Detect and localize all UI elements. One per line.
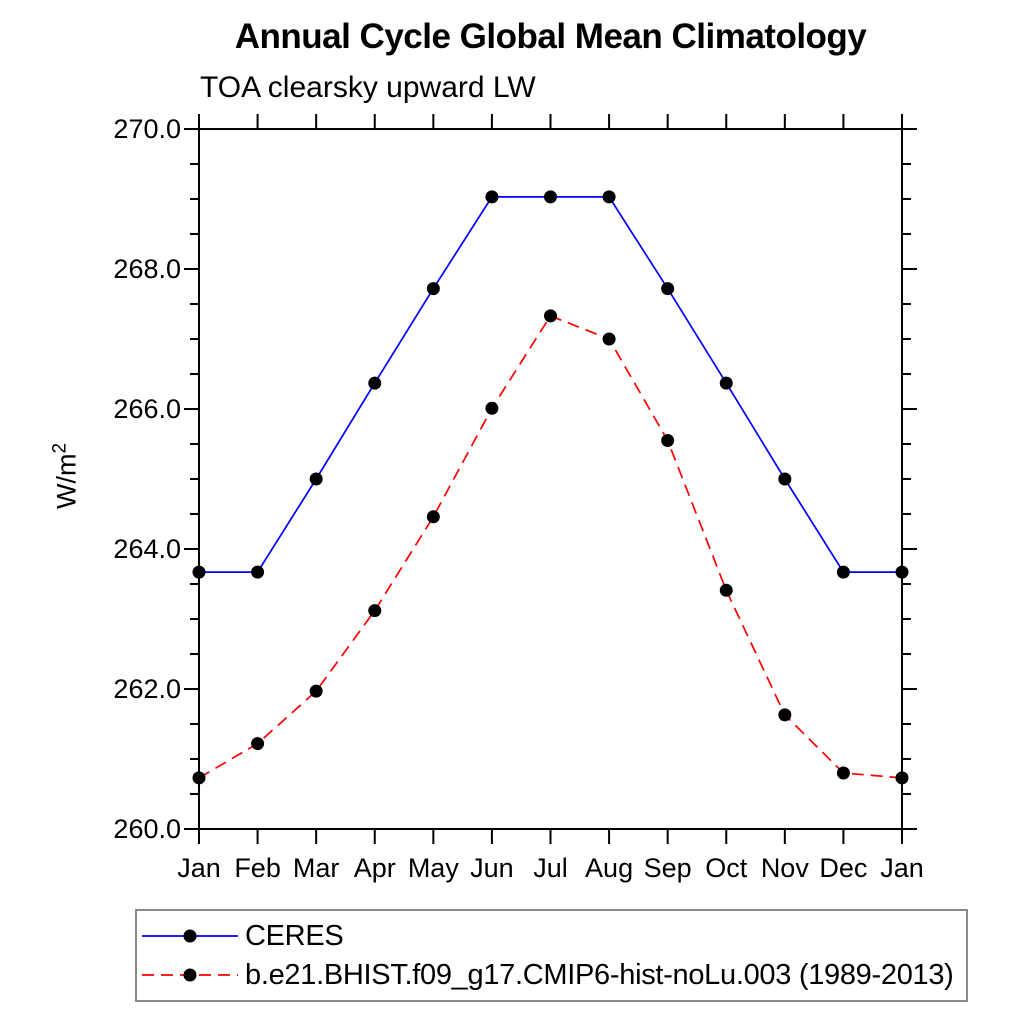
svg-text:Jan: Jan [177,853,221,883]
svg-text:May: May [408,853,460,883]
svg-text:Dec: Dec [819,853,867,883]
legend-item-ceres: CERES [140,919,966,953]
legend-box: CERES b.e21.BHIST.f09_g17.CMIP6-hist-noL… [135,909,968,1002]
svg-text:Jul: Jul [533,853,568,883]
svg-text:Jun: Jun [470,853,514,883]
svg-text:Sep: Sep [644,853,692,883]
svg-text:264.0: 264.0 [113,534,181,564]
svg-text:266.0: 266.0 [113,394,181,424]
chart-subtitle: TOA clearsky upward LW [200,71,536,104]
svg-text:270.0: 270.0 [113,114,181,144]
legend-label-model: b.e21.BHIST.f09_g17.CMIP6-hist-noLu.003 … [245,958,954,991]
svg-text:Feb: Feb [234,853,281,883]
svg-text:262.0: 262.0 [113,674,181,704]
svg-text:Nov: Nov [761,853,810,883]
svg-text:Jan: Jan [880,853,924,883]
svg-text:268.0: 268.0 [113,254,181,284]
svg-text:Oct: Oct [705,853,748,883]
legend-item-model: b.e21.BHIST.f09_g17.CMIP6-hist-noLu.003 … [140,958,966,992]
svg-text:Apr: Apr [354,853,396,883]
legend-label-ceres: CERES [245,919,344,952]
legend-line-sample-dashed-icon [142,968,238,982]
svg-text:Aug: Aug [585,853,633,883]
svg-text:Mar: Mar [293,853,340,883]
svg-text:260.0: 260.0 [113,814,181,844]
chart-title: Annual Cycle Global Mean Climatology [234,17,867,56]
legend-line-sample-solid-icon [142,929,238,943]
